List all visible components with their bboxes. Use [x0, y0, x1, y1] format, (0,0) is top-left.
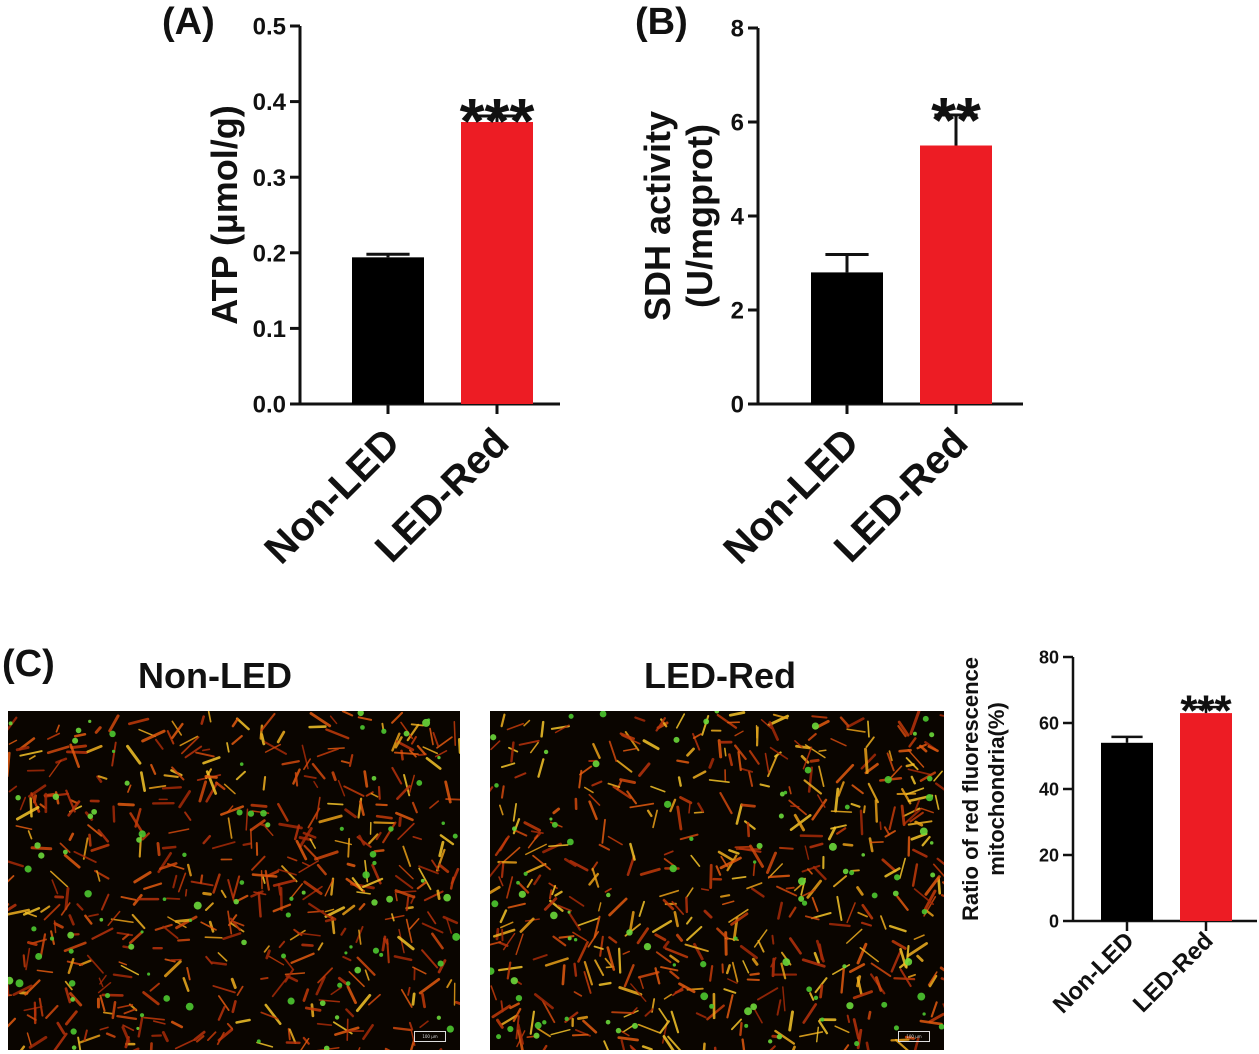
y-axis-label: SDH activity — [637, 111, 678, 321]
micrograph-non-led: 100 µm — [8, 711, 460, 1050]
y-tick-label: 6 — [731, 110, 744, 137]
micrograph-led-red: 100 µm — [490, 711, 944, 1050]
y-axis-label: Ratio of red fluorescence — [958, 657, 983, 921]
x-tick-label: LED-Red — [1128, 927, 1219, 1018]
significance-marker: ** — [931, 84, 981, 156]
y-axis-label: ATP (µmol/g) — [204, 105, 245, 324]
y-tick-label: 0.0 — [253, 392, 286, 419]
scale-bar-led-red: 100 µm — [898, 1031, 930, 1042]
y-tick-label: 0.4 — [253, 89, 287, 116]
panel-label-b: (B) — [635, 1, 688, 43]
significance-marker: *** — [1180, 686, 1232, 735]
y-tick-label: 20 — [1039, 845, 1059, 865]
scale-bar-non-led: 100 µm — [414, 1031, 446, 1042]
y-tick-label: 80 — [1039, 647, 1059, 667]
micrograph-non-led-image — [8, 711, 460, 1050]
y-tick-label: 0.2 — [253, 240, 286, 267]
bar-non-led — [1101, 742, 1153, 921]
y-tick-label: 0.3 — [253, 165, 286, 192]
x-tick-label: Non-LED — [1048, 927, 1140, 1019]
y-tick-label: 0.5 — [253, 14, 286, 41]
significance-marker: *** — [460, 85, 535, 157]
y-axis-label-line2: mitochondria(%) — [984, 702, 1009, 876]
panel-label-c: (C) — [2, 643, 55, 685]
y-tick-label: 8 — [731, 16, 744, 43]
bar-non-led — [811, 272, 883, 404]
y-tick-label: 0 — [731, 392, 744, 419]
y-tick-label: 0.1 — [253, 316, 286, 343]
y-tick-label: 2 — [731, 298, 744, 325]
bar-led-red — [461, 122, 533, 405]
y-tick-label: 40 — [1039, 779, 1059, 799]
bar-led-red — [920, 145, 992, 404]
y-axis-label-line2: (U/mgprot) — [679, 124, 720, 308]
bar-led-red — [1180, 713, 1232, 921]
micrograph-title-led-red: LED-Red — [644, 655, 796, 696]
y-tick-label: 4 — [731, 204, 745, 231]
y-tick-label: 60 — [1039, 713, 1059, 733]
panel-label-a: (A) — [162, 1, 215, 43]
micrograph-led-red-image — [490, 711, 944, 1050]
bar-non-led — [352, 257, 424, 404]
y-tick-label: 0 — [1049, 911, 1059, 931]
micrograph-title-non-led: Non-LED — [138, 655, 292, 696]
